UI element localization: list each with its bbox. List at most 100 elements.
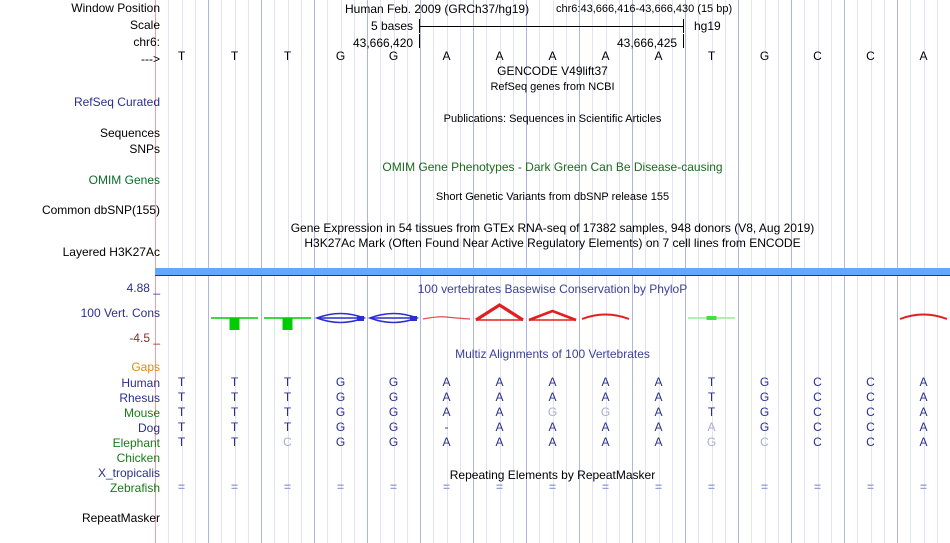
aligned-base: C — [866, 390, 875, 404]
label-cons-max: 4.88 _ — [126, 281, 160, 295]
scale-label: 5 bases — [371, 19, 414, 33]
aligned-base: A — [654, 390, 663, 404]
aligned-base: = — [707, 480, 715, 494]
aligned-base: C — [813, 405, 822, 419]
aligned-base: A — [548, 435, 557, 449]
aligned-base: G — [335, 390, 346, 404]
aligned-base: = — [866, 480, 874, 494]
label-common-dbsnp[interactable]: Common dbSNP(155) — [41, 203, 160, 217]
reference-base: T — [283, 49, 292, 63]
aligned-base: A — [654, 405, 663, 419]
species-row-chicken — [155, 450, 950, 464]
reference-base: G — [759, 49, 770, 63]
aligned-base: A — [495, 405, 504, 419]
aligned-base: G — [388, 420, 399, 434]
aligned-base: G — [759, 375, 770, 389]
aligned-base: C — [866, 405, 875, 419]
phylop-red-arc — [899, 313, 948, 320]
aligned-base: = — [654, 480, 662, 494]
label-repeatmasker[interactable]: RepeatMasker — [81, 511, 160, 525]
scale-bar-line — [419, 26, 683, 27]
aligned-base: T — [230, 390, 239, 404]
conservation-header-rule — [155, 275, 950, 276]
label-cons-track[interactable]: 100 Vert. Cons — [80, 306, 160, 320]
phylop-conservation-plot[interactable] — [155, 296, 950, 344]
reference-base: C — [813, 49, 822, 63]
label-omim-genes[interactable]: OMIM Genes — [88, 173, 160, 187]
aligned-base: A — [601, 420, 610, 434]
aligned-base: A — [601, 390, 610, 404]
label-refseq-curated[interactable]: RefSeq Curated — [73, 95, 160, 109]
aligned-base: T — [707, 390, 716, 404]
phylop-red-arc — [581, 313, 630, 320]
aligned-base: G — [706, 435, 717, 449]
aligned-base: = — [548, 480, 556, 494]
aligned-base: C — [813, 435, 822, 449]
label-species-x-tropicalis[interactable]: X_tropicalis — [97, 466, 160, 480]
label-snps[interactable]: SNPs — [129, 142, 160, 156]
aligned-base: = — [389, 480, 397, 494]
aligned-base: G — [388, 390, 399, 404]
aligned-base: G — [759, 420, 770, 434]
reference-base: A — [442, 49, 451, 63]
aligned-base: A — [495, 435, 504, 449]
aligned-base: = — [601, 480, 609, 494]
label-layered-h3k27ac[interactable]: Layered H3K27Ac — [62, 245, 160, 259]
phylop-red-peak — [528, 309, 577, 322]
aligned-base: = — [813, 480, 821, 494]
label-species-zebrafish[interactable]: Zebrafish — [109, 481, 160, 495]
aligned-base: G — [388, 405, 399, 419]
aligned-base: C — [866, 420, 875, 434]
phylop-green-bar — [229, 318, 240, 330]
label-sequences[interactable]: Sequences — [99, 126, 160, 140]
aligned-base: T — [707, 375, 716, 389]
label-species-mouse[interactable]: Mouse — [123, 406, 160, 420]
aligned-base: T — [177, 405, 186, 419]
aligned-base: G — [388, 435, 399, 449]
aligned-base: A — [495, 390, 504, 404]
phylop-green-tick — [706, 316, 717, 320]
title-phylop: 100 vertebrates Basewise Conservation by… — [417, 282, 688, 296]
aligned-base: = — [495, 480, 503, 494]
aligned-base: T — [707, 405, 716, 419]
species-row-x_tropicalis — [155, 465, 950, 479]
aligned-base: A — [442, 375, 451, 389]
title-omim: OMIM Gene Phenotypes - Dark Green Can Be… — [382, 160, 723, 174]
species-row-zebrafish: = = = = = = = = = = = = = = = — [155, 480, 950, 494]
label-species-human[interactable]: Human — [121, 376, 160, 390]
label-species-elephant[interactable]: Elephant — [112, 436, 160, 450]
reference-base: A — [654, 49, 663, 63]
aligned-base: = — [230, 480, 238, 494]
aligned-base: A — [919, 390, 928, 404]
aligned-base: G — [547, 405, 558, 419]
aligned-base: T — [177, 375, 186, 389]
aligned-base: C — [813, 420, 822, 434]
aligned-base: C — [283, 435, 292, 449]
assembly-text: Human Feb. 2009 (GRCh37/hg19) — [345, 2, 530, 16]
aligned-base: = — [336, 480, 344, 494]
aligned-base: G — [335, 375, 346, 389]
phylop-red-flat — [422, 316, 471, 320]
title-gencode: GENCODE V49lift37 — [497, 64, 608, 78]
aligned-base: C — [760, 435, 769, 449]
label-species-dog[interactable]: Dog — [137, 421, 160, 435]
label-chrom: chr6: — [133, 35, 160, 49]
label-species-rhesus[interactable]: Rhesus — [119, 391, 160, 405]
aligned-base: G — [388, 375, 399, 389]
aligned-base: A — [495, 420, 504, 434]
aligned-base: = — [919, 480, 927, 494]
label-species-chicken[interactable]: Chicken — [116, 451, 160, 465]
coord-right-text: 43,666,425 — [617, 36, 678, 50]
label-cons-min: -4.5 _ — [129, 331, 160, 345]
aligned-base: A — [707, 420, 716, 434]
aligned-base: A — [919, 405, 928, 419]
aligned-base: - — [444, 420, 449, 434]
aligned-base: G — [335, 405, 346, 419]
phylop-blue-cap — [410, 316, 417, 321]
aligned-base: T — [177, 435, 186, 449]
label-gaps[interactable]: Gaps — [131, 360, 160, 374]
coord-left-text: 43,666,420 — [353, 36, 414, 50]
